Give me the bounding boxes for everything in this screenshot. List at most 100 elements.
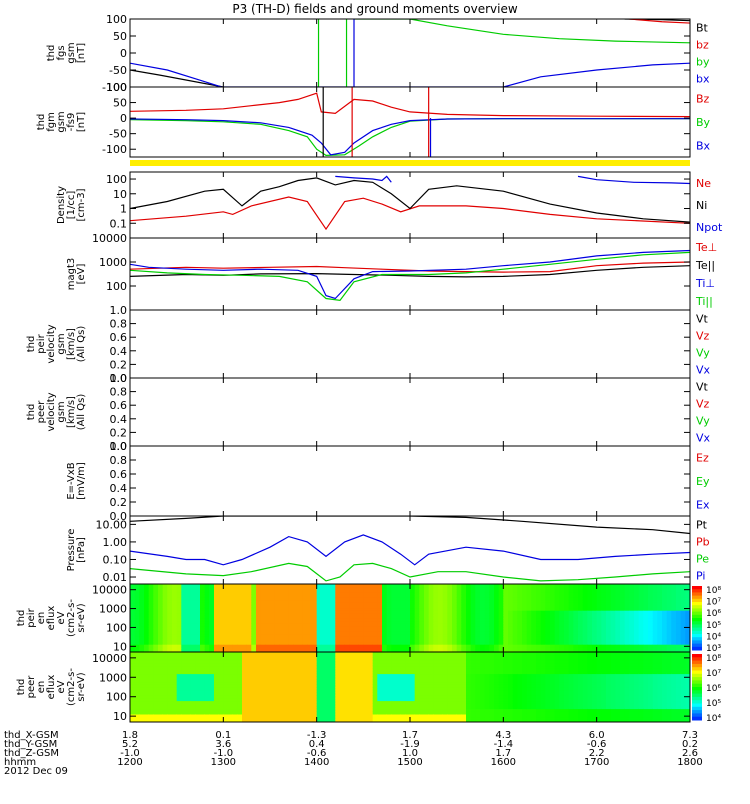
panel-frame <box>130 378 690 446</box>
colorbar-step <box>692 589 702 593</box>
y-tick-label: 50 <box>113 30 127 43</box>
y-tick-label: 0 <box>120 47 127 60</box>
series-group <box>130 251 690 301</box>
colorbar-step <box>692 634 702 638</box>
y-axis-label: sr-eV) <box>76 603 87 632</box>
panel-frame <box>130 172 690 238</box>
y-tick-label: 0 <box>120 112 127 125</box>
colorbar-step <box>692 618 702 622</box>
y-axis-label: [nT] <box>76 43 87 63</box>
y-axis-label: [eV] <box>76 264 87 285</box>
colorbar-step <box>692 605 702 609</box>
y-axis-label: [nT] <box>76 112 87 132</box>
colorbar-step <box>692 644 702 648</box>
y-tick-label: 1000 <box>99 603 127 616</box>
y-tick-label: 1.0 <box>110 372 128 385</box>
y-tick-label: 1 <box>120 203 127 216</box>
y-tick-label: 0.6 <box>110 331 128 344</box>
y-tick-label: 0.8 <box>110 318 128 331</box>
y-tick-label: 10 <box>113 188 127 201</box>
y-tick-label: 100 <box>106 173 127 186</box>
series-group <box>130 87 690 157</box>
y-axis-label: [nPa] <box>76 537 87 563</box>
series-pi-line <box>130 535 690 565</box>
colorbar-label: 10⁷ <box>706 598 721 608</box>
y-tick-label: 0.4 <box>110 345 128 358</box>
colorbar-step <box>692 647 702 651</box>
colorbar-step <box>692 628 702 632</box>
colorbar-step <box>692 631 702 635</box>
colorbar-label: 10⁸ <box>706 586 721 596</box>
colorbar-step <box>692 637 702 641</box>
colorbar-label: 10⁶ <box>706 609 721 619</box>
y-tick-label: 0.2 <box>110 496 128 509</box>
y-tick-label: 0.8 <box>110 386 128 399</box>
y-tick-label: 100 <box>106 13 127 26</box>
y-tick-label: 0.1 <box>110 217 128 230</box>
y-tick-label: -50 <box>109 128 127 141</box>
y-tick-label: 0.6 <box>110 468 128 481</box>
series-group <box>130 176 690 229</box>
colorbar-step <box>692 592 702 596</box>
colorbar-step <box>692 608 702 612</box>
colorbar-step <box>692 599 702 603</box>
y-axis-label: [cm-3] <box>76 188 87 221</box>
y-tick-label: 10000 <box>92 584 127 597</box>
y-tick-label: 50 <box>113 97 127 110</box>
y-tick-label: -100 <box>102 143 127 156</box>
panel-frame <box>130 310 690 378</box>
spectrogram <box>130 652 691 723</box>
series-group <box>130 19 690 87</box>
y-tick-label: 1.00 <box>103 536 128 549</box>
y-axis-ticks: 1.00.80.60.40.20.0 <box>110 304 691 385</box>
y-tick-label: -50 <box>109 64 127 77</box>
y-tick-label: 10.00 <box>96 518 128 531</box>
y-axis-ticks: 1.00.80.60.40.20.0 <box>110 440 691 523</box>
panel-frame <box>130 19 690 87</box>
spectrogram <box>130 584 691 653</box>
y-tick-label: 0.8 <box>110 454 128 467</box>
colorbar-step <box>692 615 702 619</box>
colorbar-label: 10³ <box>706 644 721 654</box>
series-tail-line <box>578 176 690 183</box>
y-tick-label: 100 <box>106 81 127 94</box>
y-tick-label: 100 <box>106 280 127 293</box>
y-tick-label: 0.6 <box>110 399 128 412</box>
y-tick-label: 0.01 <box>103 571 128 584</box>
y-tick-label: 0.4 <box>110 482 128 495</box>
figure-title: P3 (TH-D) fields and ground moments over… <box>232 2 517 16</box>
colorbar-step <box>692 612 702 616</box>
y-tick-label: 0.2 <box>110 426 128 439</box>
y-axis-ticks: 100 10 10.1 <box>106 172 690 238</box>
colorbar-label: 10⁵ <box>706 621 721 631</box>
panel-frame <box>130 446 690 516</box>
y-axis-ticks: 1.00.80.60.40.20.0 <box>110 372 691 453</box>
y-tick-label: 100 <box>106 621 127 634</box>
panel-frame <box>130 516 690 584</box>
colorbar-step <box>692 596 702 600</box>
colorbar-label: 10⁴ <box>706 632 721 642</box>
y-tick-label: 0.2 <box>110 358 128 371</box>
series-pe-line <box>130 563 690 581</box>
series-by-line <box>130 119 690 156</box>
series-ne-line <box>130 197 690 229</box>
y-axis-label: (All Qs) <box>76 394 87 431</box>
series-by-line <box>354 19 690 43</box>
panel-7: 1.00.80.60.40.20.0E=-VxB[mV/m] <box>66 440 690 523</box>
y-tick-label: 10000 <box>92 232 127 245</box>
colorbar-step <box>692 624 702 628</box>
series-group <box>130 516 690 581</box>
y-tick-label: 1000 <box>99 256 127 269</box>
series-bx-line <box>130 119 690 155</box>
